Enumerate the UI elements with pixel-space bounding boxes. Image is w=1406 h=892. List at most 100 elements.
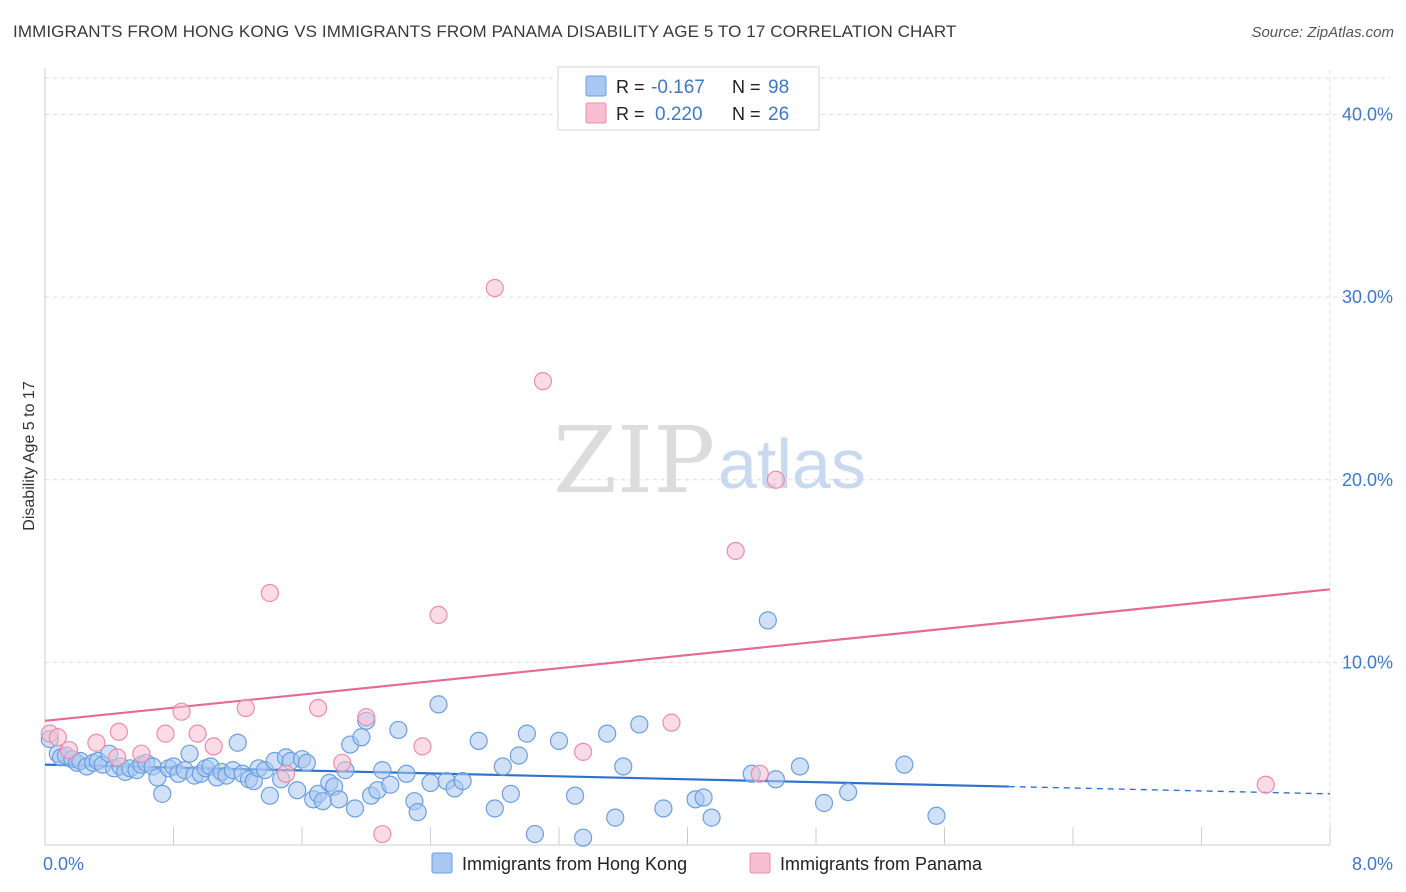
point-hong-kong-57 [345,799,365,818]
series-panama-points [40,278,1275,844]
point-hong-kong-73 [469,731,488,751]
point-panama-4 [108,748,127,767]
point-hong-kong-63 [381,775,400,794]
point-panama-21 [533,372,553,391]
x-tick-label-max: 8.0% [1352,854,1393,874]
legend-n-label-2: N = [732,104,761,124]
point-hong-kong-65 [397,764,416,783]
point-panama-27 [1256,775,1275,794]
point-hong-kong-80 [549,731,569,751]
point-panama-6 [132,744,151,763]
point-panama-15 [333,753,352,772]
y-tick-label-2: 30.0% [1342,287,1393,307]
legend-bottom-swatch-panama [749,852,771,874]
y-tick-labels: 10.0% 20.0% 30.0% 40.0% [1342,105,1393,673]
watermark-atlas: atlas [718,425,866,503]
legend-n-value-1: 98 [768,77,789,98]
point-hong-kong-26 [180,744,199,763]
point-panama-16 [357,708,376,727]
point-hong-kong-86 [630,715,649,734]
point-hong-kong-54 [329,790,349,809]
legend-r-label-1: R = [616,77,645,97]
x-tick-label-min: 0.0% [43,854,84,874]
point-panama-18 [413,737,432,756]
point-hong-kong-51 [313,792,332,811]
point-panama-11 [236,698,255,718]
point-hong-kong-77 [509,746,528,765]
point-hong-kong-94 [790,757,810,776]
legend-bottom-label-hong-kong: Immigrants from Hong Kong [462,854,687,874]
watermark-zip: ZIP [553,407,715,514]
point-hong-kong-46 [288,781,307,800]
point-panama-8 [172,702,191,721]
point-panama-5 [109,722,128,741]
point-hong-kong-72 [453,771,472,791]
point-hong-kong-92 [758,611,777,630]
point-hong-kong-21 [153,784,172,803]
point-hong-kong-82 [573,828,593,847]
chart-title: IMMIGRANTS FROM HONG KONG VS IMMIGRANTS … [13,22,957,41]
point-hong-kong-67 [408,803,427,822]
point-hong-kong-95 [814,793,834,813]
legend-n-value-2: 26 [768,104,789,125]
point-panama-14 [308,698,328,718]
legend-r-value-1: -0.167 [651,77,705,98]
point-hong-kong-87 [654,799,673,818]
point-hong-kong-35 [228,733,247,752]
point-panama-1 [48,728,67,747]
x-tick-labels: 0.0% 8.0% [43,854,1393,874]
point-hong-kong-58 [352,728,371,747]
point-panama-23 [662,713,681,732]
trend-line-panama [44,588,1331,722]
point-hong-kong-69 [429,695,448,714]
legend-bottom-swatch-hong-kong [431,852,453,874]
point-hong-kong-75 [493,757,512,776]
point-panama-13 [276,764,296,783]
point-hong-kong-97 [895,755,914,774]
legend-n-label-1: N = [732,77,761,97]
watermark: ZIP atlas [553,407,866,514]
point-hong-kong-68 [421,773,440,793]
point-panama-26 [766,470,785,489]
point-hong-kong-89 [694,788,713,807]
point-hong-kong-41 [260,786,279,805]
point-panama-20 [485,278,504,298]
y-tick-label-1: 20.0% [1342,470,1393,490]
point-hong-kong-76 [501,784,520,803]
point-hong-kong-84 [606,808,625,827]
series-hong-kong-points [40,611,946,847]
point-hong-kong-74 [485,799,504,818]
point-panama-10 [204,737,223,756]
point-panama-7 [156,724,175,743]
point-panama-2 [59,740,79,760]
point-hong-kong-48 [297,753,316,772]
legend-r-label-2: R = [616,104,645,124]
trend-line-hong-kong-extension [1008,785,1331,795]
legend-swatch-hong-kong [585,75,607,97]
point-hong-kong-90 [702,808,721,827]
point-hong-kong-79 [525,824,545,844]
series-legend: Immigrants from Hong Kong Immigrants fro… [431,852,983,874]
point-hong-kong-81 [565,786,585,805]
point-hong-kong-78 [517,724,536,743]
point-hong-kong-62 [373,761,392,780]
point-hong-kong-98 [927,806,946,825]
y-axis-title: Disability Age 5 to 17 [21,381,38,531]
legend-bottom-label-panama: Immigrants from Panama [780,854,983,874]
point-hong-kong-64 [389,720,408,740]
point-hong-kong-93 [766,770,785,789]
legend-r-value-2: 0.220 [655,104,703,125]
point-panama-12 [260,583,279,603]
point-hong-kong-96 [839,782,858,802]
point-panama-3 [87,733,106,752]
grid-lines [45,70,1390,845]
point-hong-kong-85 [614,757,633,776]
point-hong-kong-83 [598,724,617,743]
point-panama-25 [750,764,769,783]
point-panama-19 [429,605,448,625]
point-panama-9 [188,724,207,743]
correlation-legend: R = -0.167 N = 98 R = 0.220 N = 26 [557,66,820,131]
point-panama-22 [573,742,593,761]
axes [44,68,1331,846]
